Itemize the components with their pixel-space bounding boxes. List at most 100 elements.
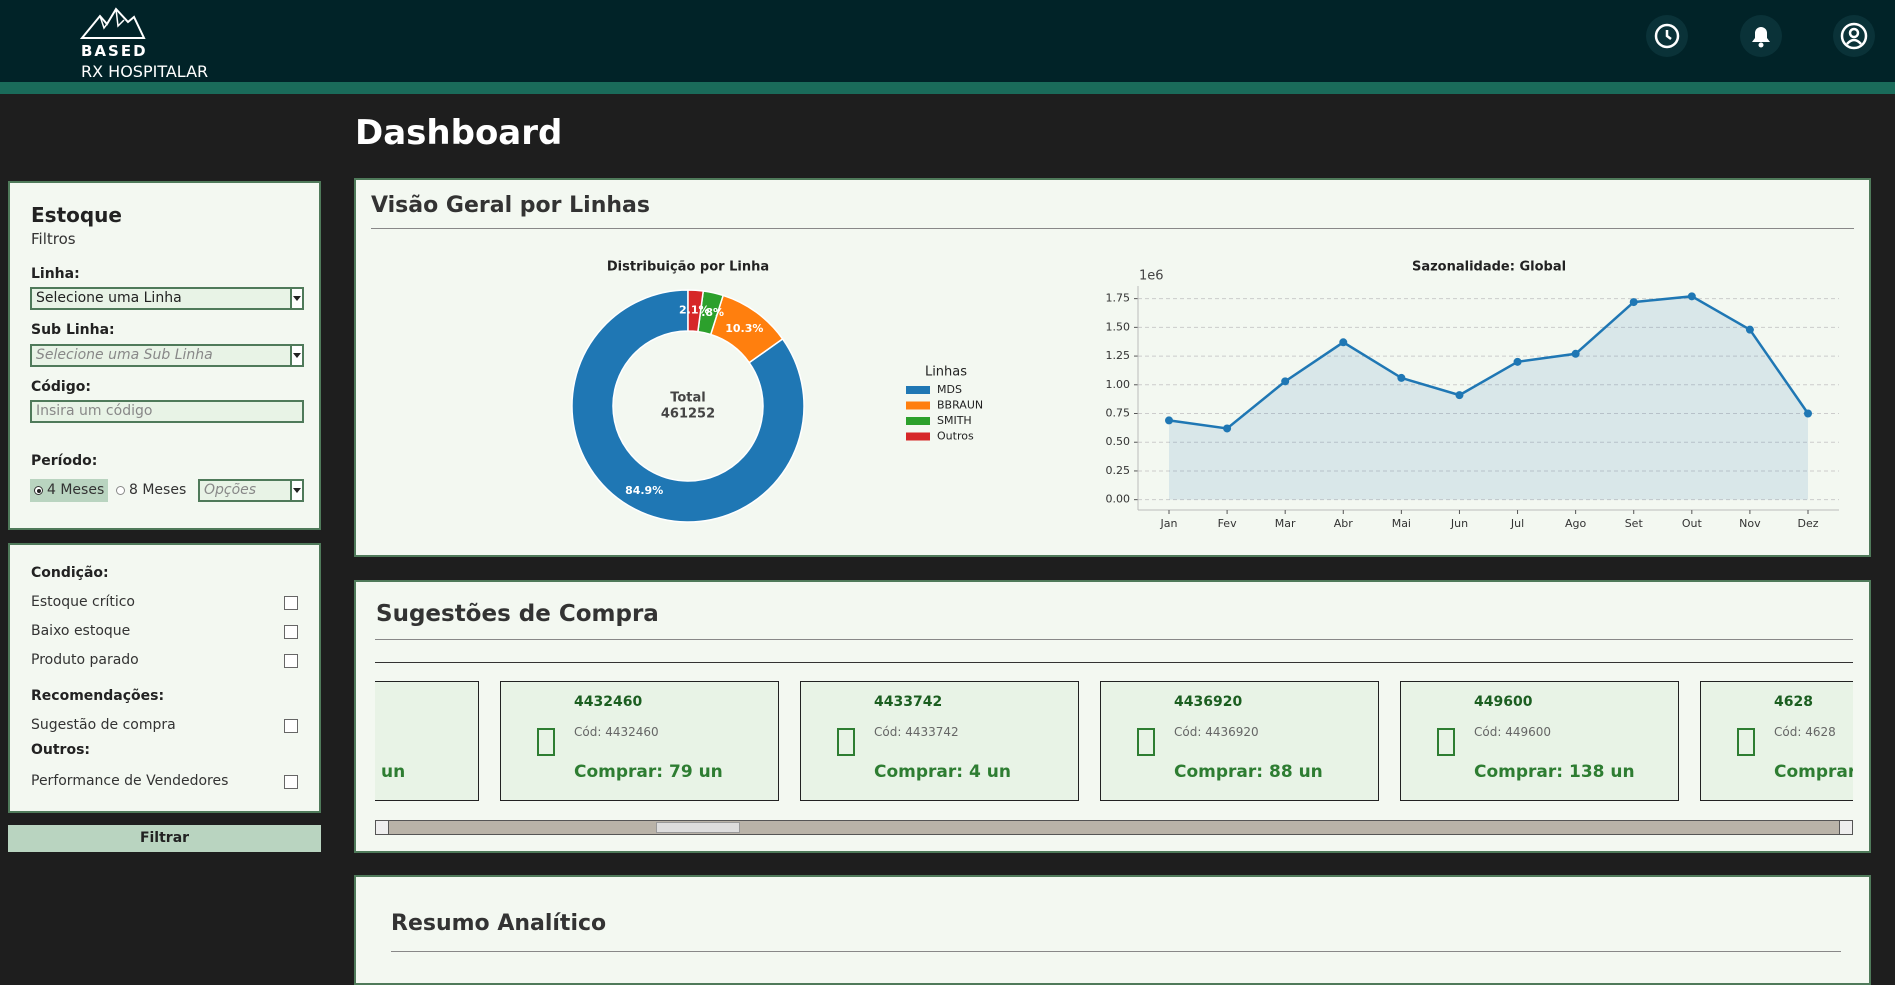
y-tick-label: 1.25 <box>1106 349 1131 362</box>
code-input[interactable]: Insira um código <box>30 400 304 423</box>
input-placeholder: Insira um código <box>36 403 153 419</box>
card-buy: Comprar: 4 un <box>874 762 1011 782</box>
card-buy: un <box>381 762 406 782</box>
data-point <box>1571 349 1580 358</box>
slice-label: 84.9% <box>625 484 663 497</box>
suggestion-card[interactable]: un <box>375 681 479 801</box>
data-point <box>1513 357 1522 366</box>
divider <box>375 662 1853 663</box>
suggestion-card[interactable]: 4436920 Cód: 4436920 Comprar: 88 un <box>1100 681 1379 801</box>
checkbox[interactable] <box>284 775 298 789</box>
radio-label: 8 Meses <box>129 482 187 498</box>
checkbox[interactable] <box>284 625 298 639</box>
field-label: Sub Linha: <box>31 322 115 338</box>
suggestion-card[interactable]: 449600 Cód: 449600 Comprar: 138 un <box>1400 681 1679 801</box>
card-icon <box>837 728 855 756</box>
card-buy: Comprar: 79 un <box>574 762 723 782</box>
radio[interactable] <box>116 486 125 495</box>
logo <box>80 7 146 39</box>
scroll-left[interactable] <box>376 821 389 834</box>
scroll-thumb[interactable] <box>656 822 740 833</box>
x-tick-label: Ago <box>1565 517 1587 530</box>
legend-swatch <box>906 432 930 441</box>
checkbox-label: Sugestão de compra <box>31 717 176 733</box>
legend-swatch <box>906 401 930 410</box>
x-tick-label: Nov <box>1739 517 1761 530</box>
suggestions-panel: Sugestões de Compra un 4432460 Cód: 443246… <box>354 580 1871 853</box>
data-point <box>1165 416 1173 425</box>
data-line <box>1168 295 1810 430</box>
card-icon <box>537 728 555 756</box>
x-tick-label: Mai <box>1392 517 1411 530</box>
section-title: Resumo Analítico <box>391 911 607 936</box>
card-code: 4436920 <box>1174 694 1243 710</box>
select-placeholder: Selecione uma Sub Linha <box>36 347 213 363</box>
checkbox-label: Produto parado <box>31 652 139 668</box>
overview-panel: Visão Geral por Linhas Distribuição por … <box>354 178 1871 557</box>
x-tick-label: Jan <box>1160 517 1178 530</box>
x-tick-label: Jul <box>1510 517 1524 530</box>
chart-title: Distribuição por Linha <box>607 260 769 275</box>
y-tick-label: 1.75 <box>1106 292 1131 305</box>
x-tick-label: Mar <box>1275 517 1296 530</box>
period-select[interactable]: Opções <box>198 479 304 502</box>
card-icon <box>1737 728 1755 756</box>
scroll-right[interactable] <box>1839 821 1852 834</box>
data-point <box>1281 377 1290 386</box>
divider <box>375 639 1853 640</box>
x-tick-label: Out <box>1682 517 1703 530</box>
card-icon <box>1137 728 1155 756</box>
suggestion-card[interactable]: 4432460 Cód: 4432460 Comprar: 79 un <box>500 681 779 801</box>
data-point <box>1745 325 1754 334</box>
y-tick-label: 0.00 <box>1106 493 1131 506</box>
y-offset-label: 1e6 <box>1139 269 1164 284</box>
checkbox[interactable] <box>284 596 298 610</box>
checkbox[interactable] <box>284 654 298 668</box>
x-tick-label: Jun <box>1450 517 1468 530</box>
history-icon[interactable] <box>1646 15 1688 57</box>
panel-subtitle: Filtros <box>31 230 76 248</box>
data-point <box>1629 298 1638 307</box>
card-cod: Cód: 4628 <box>1774 725 1836 739</box>
card-code: 449600 <box>1474 694 1533 710</box>
user-icon[interactable] <box>1833 15 1875 57</box>
data-point <box>1223 424 1232 433</box>
notification-icon[interactable] <box>1740 15 1782 57</box>
select-placeholder: Opções <box>204 482 257 498</box>
suggestion-card[interactable]: 4628 Cód: 4628 Comprar: <box>1700 681 1853 801</box>
x-tick-label: Abr <box>1334 517 1354 530</box>
charts: Distribuição por Linha84.9%10.3%2.8%2.1%… <box>571 260 1839 530</box>
card-strip: un 4432460 Cód: 4432460 Comprar: 79 un 44337… <box>375 681 1853 803</box>
x-tick-label: Dez <box>1797 517 1818 530</box>
pie-slice <box>687 289 705 333</box>
radio-checked[interactable] <box>34 486 43 495</box>
subline-select[interactable]: Selecione uma Sub Linha <box>30 344 304 367</box>
checkbox-label: Performance de Vendedores <box>31 773 229 789</box>
center-value: 461252 <box>661 407 715 422</box>
card-cod: Cód: 4432460 <box>574 725 659 739</box>
suggestion-card[interactable]: 4433742 Cód: 4433742 Comprar: 4 un <box>800 681 1079 801</box>
area-fill <box>1169 296 1808 500</box>
group-label: Outros: <box>31 742 91 758</box>
y-tick-label: 1.50 <box>1106 320 1131 333</box>
y-tick-label: 1.00 <box>1106 378 1131 391</box>
slice-label: 2.1% <box>679 304 710 317</box>
checkbox-label: Estoque crítico <box>31 594 136 610</box>
top-bar: BASED RX HOSPITALAR <box>0 0 1895 82</box>
radio-label: 4 Meses <box>47 482 105 498</box>
filter-button[interactable]: Filtrar <box>8 825 321 852</box>
summary-panel: Resumo Analítico <box>354 875 1871 985</box>
legend-label: BBRAUN <box>937 399 983 412</box>
legend-label: MDS <box>937 383 962 396</box>
pie-slice <box>571 289 805 523</box>
legend-swatch <box>906 386 930 394</box>
checkbox[interactable] <box>284 719 298 733</box>
header-icons <box>1646 15 1875 57</box>
data-point <box>1339 338 1348 347</box>
center-label: Total <box>670 391 706 406</box>
accent-bar <box>0 82 1895 94</box>
line-select[interactable]: Selecione uma Linha <box>30 287 304 310</box>
y-tick-label: 0.75 <box>1106 407 1131 420</box>
scrollbar[interactable] <box>375 820 1853 835</box>
